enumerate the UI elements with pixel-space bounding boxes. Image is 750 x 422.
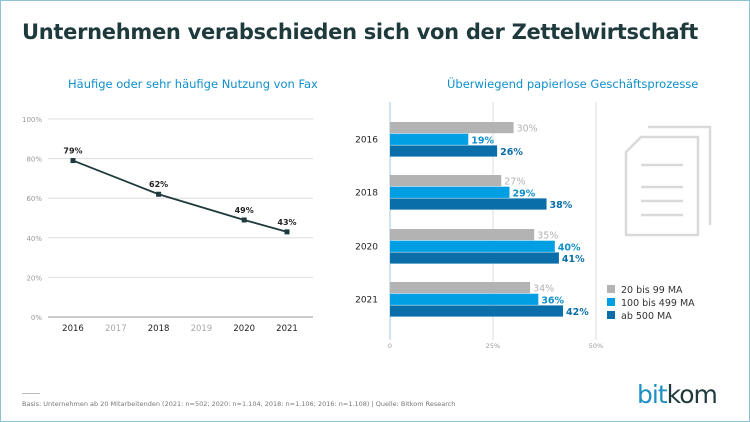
bar	[390, 240, 555, 252]
data-label: 41%	[562, 254, 585, 265]
data-point	[156, 191, 162, 197]
bar	[390, 305, 564, 317]
legend-label: 20 bis 99 MA	[621, 285, 683, 296]
legend-swatch	[607, 285, 615, 293]
data-label: 49%	[235, 206, 254, 215]
data-label: 27%	[504, 177, 525, 188]
x-tick-label: 25%	[486, 342, 500, 350]
data-label: 40%	[558, 242, 581, 253]
data-label: 79%	[63, 147, 82, 156]
data-label: 62%	[149, 180, 168, 189]
legend-item: 100 bis 499 MA	[607, 297, 695, 310]
data-label: 35%	[537, 231, 558, 242]
y-tick-label: 40%	[26, 235, 42, 243]
y-tick-label: 2018	[355, 189, 378, 199]
data-label: 38%	[550, 200, 573, 211]
y-tick-label: 2016	[355, 136, 378, 146]
bar	[390, 175, 502, 187]
y-tick-label: 80%	[26, 156, 42, 164]
bar	[390, 252, 559, 264]
legend-item: 20 bis 99 MA	[607, 284, 695, 297]
data-label: 42%	[566, 307, 589, 318]
page-title: Unternehmen verabschieden sich von der Z…	[22, 20, 698, 44]
data-label: 43%	[277, 218, 296, 227]
x-tick-label: 2019	[191, 324, 213, 334]
x-tick-label: 2020	[233, 324, 255, 334]
y-tick-label: 20%	[26, 274, 42, 282]
legend-item: ab 500 MA	[607, 310, 695, 323]
bar	[390, 282, 531, 294]
document-icon	[624, 125, 712, 237]
legend-label: 100 bis 499 MA	[621, 298, 695, 309]
legend-label: ab 500 MA	[621, 311, 672, 322]
x-tick-label: 0	[388, 342, 392, 350]
footnote: Basis: Unternehmen ab 20 Mitarbeitenden …	[22, 400, 456, 408]
data-point	[241, 217, 247, 223]
divider	[22, 393, 40, 394]
x-tick-label: 2018	[148, 324, 170, 334]
data-label: 36%	[541, 295, 564, 306]
x-tick-label: 2021	[276, 324, 298, 334]
data-point	[284, 229, 290, 235]
series-line	[72, 159, 288, 233]
y-tick-label: 60%	[26, 195, 42, 203]
legend-swatch	[607, 298, 615, 306]
data-label: 29%	[512, 188, 535, 199]
legend: 20 bis 99 MA 100 bis 499 MA ab 500 MA	[607, 284, 695, 323]
bar-chart-title: Überwiegend papierlose Geschäftsprozesse	[447, 77, 699, 91]
data-label: 34%	[533, 284, 554, 295]
data-label: 30%	[517, 124, 538, 135]
bar	[390, 293, 539, 305]
data-label: 26%	[500, 147, 523, 158]
bar	[390, 122, 514, 134]
bar	[390, 133, 469, 145]
x-tick-label: 50%	[589, 342, 603, 350]
bar	[390, 229, 535, 241]
legend-swatch	[607, 311, 615, 319]
y-tick-label: 2020	[355, 243, 378, 253]
bitkom-logo: bitkom	[637, 380, 718, 409]
data-point	[70, 158, 76, 164]
bar	[390, 186, 510, 198]
data-label: 19%	[471, 135, 494, 146]
line-chart-title: Häufige oder sehr häufige Nutzung von Fa…	[68, 77, 318, 91]
y-tick-label: 100%	[22, 116, 42, 124]
x-tick-label: 2017	[105, 324, 127, 334]
y-tick-label: 2021	[355, 296, 378, 306]
y-tick-label: 0%	[31, 314, 42, 322]
bar	[390, 145, 498, 157]
bar	[390, 198, 547, 210]
x-tick-label: 2016	[62, 324, 84, 334]
